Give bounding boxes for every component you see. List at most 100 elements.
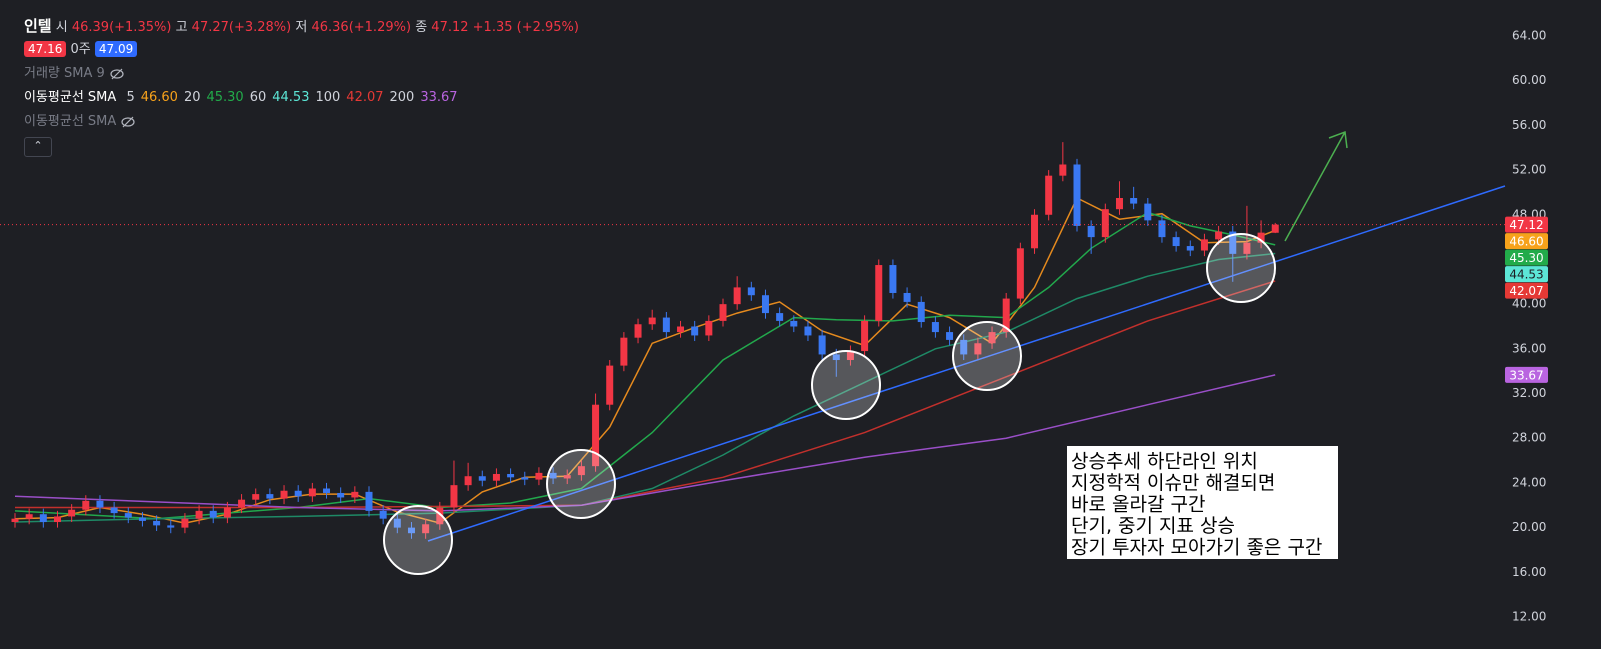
candle-body — [436, 507, 444, 525]
ma-value: 46.60 — [140, 90, 178, 105]
candle-body — [82, 500, 90, 510]
candle-body — [53, 516, 61, 523]
candle-body — [422, 524, 430, 534]
ohlc-value: 47.27(+3.28%) — [191, 20, 292, 35]
candle-body — [1101, 209, 1109, 238]
highlight-circle — [546, 449, 616, 519]
candle-body — [832, 354, 840, 361]
y-tick-label: 36.00 — [1512, 341, 1546, 355]
candle-body — [776, 313, 784, 321]
candle-body — [549, 472, 557, 479]
candle-body — [677, 326, 685, 333]
candle-body — [209, 510, 217, 518]
ma-line — [14, 374, 1276, 512]
ohlc-change: +1.35 (+2.95%) — [472, 20, 579, 35]
price-badge — [1505, 233, 1548, 250]
candle-body — [238, 499, 246, 508]
ma-period: 200 — [389, 90, 415, 105]
candle-body — [577, 466, 585, 476]
candle-body — [917, 301, 925, 323]
ma-period: 60 — [249, 90, 267, 105]
candle-body — [1200, 239, 1208, 251]
ma-row: 이동평균선 SMA 5 46.60 20 45.30 60 44.53 100 42.07 20… — [24, 86, 579, 110]
candle-body — [861, 320, 869, 352]
ohlc-value: 46.39(+1.35%) — [71, 20, 172, 35]
candle-body — [521, 477, 529, 480]
y-tick-label: 20.00 — [1512, 520, 1546, 534]
candle-body — [1229, 231, 1237, 254]
indicator-name: 이동평균선 SMA — [24, 90, 117, 105]
candle-body — [323, 488, 331, 493]
candle-body — [563, 475, 571, 479]
candle-body — [691, 326, 699, 336]
candle-body — [294, 490, 302, 497]
collapse-button[interactable]: ⌃ — [24, 137, 52, 157]
candle-body — [124, 513, 132, 518]
arrow-head — [1328, 130, 1348, 149]
legend-panel: 인텔 시 46.39(+1.35%) 고 47.27(+3.28%) 저 46.… — [24, 14, 579, 158]
candle-body — [195, 510, 203, 519]
hidden-icon[interactable] — [120, 115, 136, 129]
annotation-line: 상승추세 하단라인 위치 — [1071, 451, 1258, 473]
ohlc-value: 46.36(+1.29%) — [311, 20, 412, 35]
candle-body — [946, 332, 954, 340]
candle-body — [974, 343, 982, 355]
candle-body — [988, 332, 996, 344]
ma-line — [14, 252, 1276, 523]
candle-body — [1002, 298, 1010, 333]
candle-body — [478, 476, 486, 481]
candle-body — [1016, 248, 1024, 299]
candle-body — [846, 351, 854, 361]
highlight-circle — [1206, 233, 1276, 303]
candle-body — [450, 485, 458, 508]
candle-body — [308, 488, 316, 497]
hidden-icon[interactable] — [109, 67, 125, 81]
candle-body — [96, 500, 104, 508]
price-badge — [1505, 216, 1548, 233]
indicator-name: 거래량 SMA 9 — [24, 66, 105, 81]
candle-body — [181, 518, 189, 528]
candle-body — [379, 510, 387, 519]
candle-body — [818, 335, 826, 355]
candle-body — [1144, 203, 1152, 221]
candle-body — [1031, 214, 1039, 249]
candle-body — [1073, 164, 1081, 226]
candle-body — [1045, 175, 1053, 215]
price-badge — [1505, 266, 1548, 283]
price-badge-label: 46.60 — [1509, 235, 1543, 249]
ask[interactable]: 47.09 — [94, 41, 138, 57]
price-axis: 12.00 16.00 20.00 24.00 28.00 32.00 36.00 40.00… — [1505, 29, 1548, 624]
y-tick-label: 24.00 — [1512, 475, 1546, 489]
candle-body — [68, 509, 76, 517]
candle-body — [167, 525, 175, 528]
ma-period: 100 — [315, 90, 341, 105]
candle-body — [153, 520, 161, 526]
bid[interactable]: 47.16 — [24, 41, 67, 57]
candle-body — [1257, 232, 1265, 243]
ma-period: 5 — [126, 90, 135, 105]
candle-body — [223, 507, 231, 518]
candle-body — [662, 317, 670, 333]
ma2-row: 이동평균선 SMA — [24, 110, 579, 134]
candle-body — [592, 404, 600, 467]
price-badge — [1505, 282, 1548, 299]
candle-body — [960, 339, 968, 355]
y-tick-label: 32.00 — [1512, 386, 1546, 400]
candle-body — [365, 491, 373, 511]
annotation-line: 지정학적 이슈만 해결되면 — [1071, 472, 1275, 494]
candle-body — [889, 265, 897, 293]
ma-value: 33.67 — [420, 90, 458, 105]
ohlc-key: 고 — [175, 20, 188, 35]
indicator-name: 이동평균선 SMA — [24, 114, 117, 129]
price-badge-label: 44.53 — [1509, 268, 1543, 282]
y-tick-label: 64.00 — [1512, 29, 1546, 43]
candle-body — [1172, 237, 1180, 247]
candle-body — [648, 317, 656, 325]
candle-body — [252, 494, 260, 500]
candle-body — [337, 492, 345, 498]
quote-row: 47.16 0주 47.09 — [24, 38, 579, 62]
trend-line — [427, 185, 1506, 542]
highlight-circle — [383, 505, 453, 575]
candle-body — [351, 491, 359, 498]
highlight-circle — [811, 350, 881, 420]
